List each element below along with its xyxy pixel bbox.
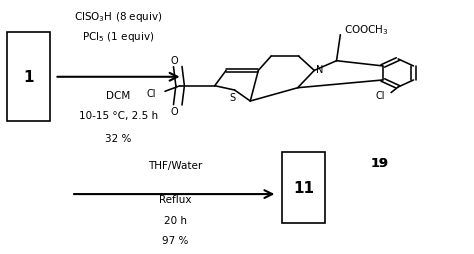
Text: 32 %: 32 % [105, 133, 132, 144]
Text: 1: 1 [23, 70, 34, 85]
Text: S: S [229, 93, 235, 103]
Text: Reflux: Reflux [159, 194, 191, 204]
Text: 20 h: 20 h [164, 215, 187, 225]
Text: DCM: DCM [106, 90, 131, 100]
Text: Cl: Cl [376, 90, 385, 100]
Text: 11: 11 [293, 181, 314, 195]
Text: 97 %: 97 % [162, 235, 189, 245]
Text: Cl: Cl [147, 88, 156, 98]
Text: COOCH$_3$: COOCH$_3$ [344, 24, 389, 37]
Text: THF/Water: THF/Water [148, 160, 202, 170]
Text: 19: 19 [371, 156, 388, 169]
Text: 10-15 °C, 2.5 h: 10-15 °C, 2.5 h [79, 110, 158, 121]
Text: O: O [170, 56, 178, 66]
Text: O: O [170, 107, 178, 117]
Bar [282, 152, 325, 224]
Text: PCl$_5$ (1 equiv): PCl$_5$ (1 equiv) [82, 30, 155, 44]
Text: N: N [316, 65, 324, 75]
Bar [7, 33, 50, 122]
Text: ClSO$_3$H (8 equiv): ClSO$_3$H (8 equiv) [74, 10, 163, 23]
Text: 19: 19 [370, 156, 388, 169]
